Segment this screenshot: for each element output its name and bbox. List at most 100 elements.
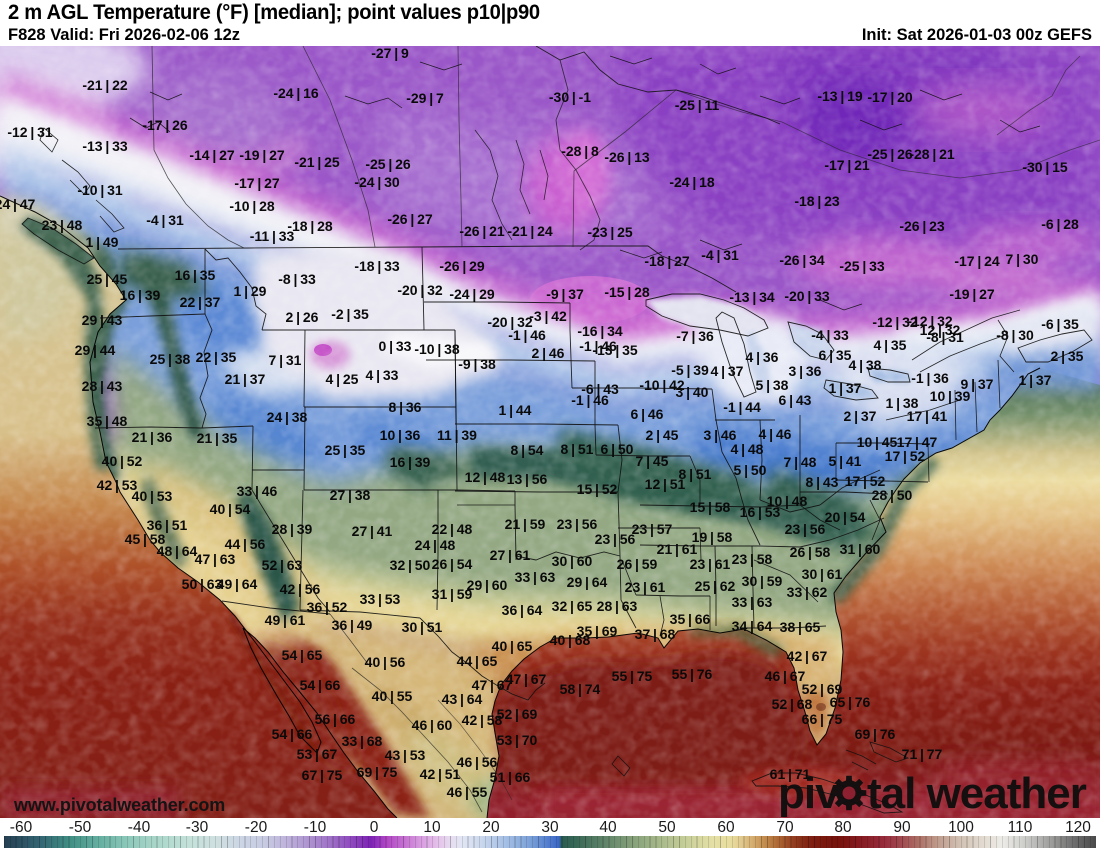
svg-text:29 | 60: 29 | 60 bbox=[467, 577, 508, 593]
svg-text:-17 | 27: -17 | 27 bbox=[234, 175, 280, 191]
svg-text:16 | 35: 16 | 35 bbox=[175, 267, 216, 283]
svg-text:-21 | 24: -21 | 24 bbox=[507, 223, 553, 239]
svg-text:-5 | 39: -5 | 39 bbox=[671, 362, 709, 378]
svg-text:65 | 76: 65 | 76 bbox=[830, 694, 871, 710]
svg-text:23 | 48: 23 | 48 bbox=[42, 217, 83, 233]
svg-text:16 | 39: 16 | 39 bbox=[120, 287, 161, 303]
svg-text:33 | 68: 33 | 68 bbox=[342, 733, 383, 749]
svg-text:-17 | 26: -17 | 26 bbox=[142, 117, 188, 133]
svg-text:21 | 59: 21 | 59 bbox=[505, 516, 546, 532]
svg-text:-24 | 16: -24 | 16 bbox=[273, 85, 319, 101]
svg-text:-30 | -1: -30 | -1 bbox=[549, 89, 591, 105]
svg-text:-6 | 35: -6 | 35 bbox=[1041, 316, 1079, 332]
svg-text:36 | 49: 36 | 49 bbox=[332, 617, 373, 633]
svg-text:55 | 76: 55 | 76 bbox=[672, 666, 713, 682]
svg-text:27 | 41: 27 | 41 bbox=[352, 523, 393, 539]
svg-text:22 | 35: 22 | 35 bbox=[196, 349, 237, 365]
svg-text:-16 | 34: -16 | 34 bbox=[577, 323, 623, 339]
svg-text:3 | 46: 3 | 46 bbox=[704, 427, 737, 443]
svg-text:4 | 33: 4 | 33 bbox=[366, 367, 399, 383]
svg-text:25 | 38: 25 | 38 bbox=[150, 351, 191, 367]
svg-text:-17 | 20: -17 | 20 bbox=[867, 89, 913, 105]
svg-text:-20 | 33: -20 | 33 bbox=[784, 288, 830, 304]
svg-text:8 | 51: 8 | 51 bbox=[561, 441, 594, 457]
svg-text:28 | 43: 28 | 43 bbox=[82, 378, 123, 394]
svg-text:-1 | 46: -1 | 46 bbox=[579, 338, 617, 354]
svg-text:37 | 68: 37 | 68 bbox=[635, 626, 676, 642]
svg-text:-13 | 33: -13 | 33 bbox=[82, 138, 128, 154]
svg-text:tal weather: tal weather bbox=[867, 769, 1087, 818]
svg-text:46 | 67: 46 | 67 bbox=[765, 668, 806, 684]
svg-text:22 | 37: 22 | 37 bbox=[180, 294, 221, 310]
svg-text:30 | 61: 30 | 61 bbox=[802, 566, 843, 582]
svg-text:4 | 48: 4 | 48 bbox=[731, 441, 764, 457]
svg-text:54 | 66: 54 | 66 bbox=[300, 677, 341, 693]
svg-text:-29 | 7: -29 | 7 bbox=[406, 90, 444, 106]
svg-text:-17 | 24: -17 | 24 bbox=[954, 253, 1000, 269]
svg-text:3 | 36: 3 | 36 bbox=[789, 363, 822, 379]
svg-text:1 | 49: 1 | 49 bbox=[86, 234, 119, 250]
svg-text:20 | 54: 20 | 54 bbox=[825, 509, 866, 525]
svg-text:47 | 67: 47 | 67 bbox=[472, 677, 513, 693]
svg-text:42 | 58: 42 | 58 bbox=[462, 712, 503, 728]
svg-text:32 | 50: 32 | 50 bbox=[390, 557, 431, 573]
svg-text:16 | 53: 16 | 53 bbox=[740, 504, 781, 520]
svg-text:22 | 48: 22 | 48 bbox=[432, 521, 473, 537]
svg-text:23 | 56: 23 | 56 bbox=[785, 521, 826, 537]
svg-text:11 | 39: 11 | 39 bbox=[437, 427, 477, 443]
svg-text:8 | 36: 8 | 36 bbox=[389, 399, 422, 415]
svg-text:-24 | 29: -24 | 29 bbox=[449, 286, 495, 302]
svg-text:61 | 71: 61 | 71 bbox=[770, 766, 811, 782]
svg-text:29 | 43: 29 | 43 bbox=[82, 312, 123, 328]
svg-text:46 | 55: 46 | 55 bbox=[447, 784, 488, 800]
svg-text:-7 | 36: -7 | 36 bbox=[676, 328, 714, 344]
svg-text:16 | 39: 16 | 39 bbox=[390, 454, 431, 470]
svg-text:-24 | 18: -24 | 18 bbox=[669, 174, 715, 190]
svg-text:-21 | 22: -21 | 22 bbox=[82, 77, 128, 93]
svg-text:23 | 58: 23 | 58 bbox=[732, 551, 773, 567]
svg-text:4 | 38: 4 | 38 bbox=[849, 357, 882, 373]
svg-text:-19 | 27: -19 | 27 bbox=[239, 147, 285, 163]
svg-text:-26 | 21: -26 | 21 bbox=[459, 223, 505, 239]
svg-text:49 | 61: 49 | 61 bbox=[265, 612, 306, 628]
svg-text:67 | 75: 67 | 75 bbox=[302, 767, 343, 783]
svg-text:25 | 35: 25 | 35 bbox=[325, 442, 366, 458]
svg-text:-12 | 31: -12 | 31 bbox=[7, 124, 53, 140]
svg-text:-25 | 26: -25 | 26 bbox=[867, 146, 913, 162]
svg-text:40 | 52: 40 | 52 bbox=[102, 453, 143, 469]
svg-text:-14 | 27: -14 | 27 bbox=[189, 147, 235, 163]
svg-text:44 | 56: 44 | 56 bbox=[225, 536, 266, 552]
svg-text:29 | 64: 29 | 64 bbox=[567, 574, 608, 590]
svg-text:25 | 45: 25 | 45 bbox=[87, 271, 128, 287]
svg-text:15 | 52: 15 | 52 bbox=[577, 481, 618, 497]
svg-text:10 | 39: 10 | 39 bbox=[930, 388, 971, 404]
svg-text:-13 | 34: -13 | 34 bbox=[729, 289, 775, 305]
svg-text:-19 | 27: -19 | 27 bbox=[949, 286, 995, 302]
svg-text:66 | 75: 66 | 75 bbox=[802, 711, 843, 727]
svg-text:40 | 65: 40 | 65 bbox=[492, 638, 533, 654]
svg-text:69 | 75: 69 | 75 bbox=[357, 764, 398, 780]
svg-text:56 | 66: 56 | 66 bbox=[315, 711, 356, 727]
svg-text:-18 | 27: -18 | 27 bbox=[644, 253, 690, 269]
svg-text:-6 | 43: -6 | 43 bbox=[581, 381, 619, 397]
svg-text:40 | 53: 40 | 53 bbox=[132, 488, 173, 504]
svg-text:33 | 53: 33 | 53 bbox=[360, 591, 401, 607]
svg-text:45 | 58: 45 | 58 bbox=[125, 531, 166, 547]
svg-text:49 | 64: 49 | 64 bbox=[217, 576, 258, 592]
svg-text:2 | 45: 2 | 45 bbox=[646, 427, 679, 443]
svg-text:23 | 57: 23 | 57 bbox=[632, 521, 673, 537]
svg-text:-18 | 23: -18 | 23 bbox=[794, 193, 840, 209]
svg-text:24 | 47: 24 | 47 bbox=[0, 196, 36, 212]
svg-text:7 | 31: 7 | 31 bbox=[269, 352, 302, 368]
svg-text:5 | 41: 5 | 41 bbox=[829, 453, 862, 469]
svg-text:-26 | 34: -26 | 34 bbox=[779, 252, 825, 268]
svg-text:-13 | 35: -13 | 35 bbox=[592, 342, 638, 358]
svg-text:-4 | 31: -4 | 31 bbox=[146, 212, 184, 228]
svg-text:33 | 46: 33 | 46 bbox=[237, 483, 278, 499]
svg-text:53 | 67: 53 | 67 bbox=[297, 746, 338, 762]
svg-text:-20 | 32: -20 | 32 bbox=[487, 314, 533, 330]
svg-text:6 | 35: 6 | 35 bbox=[819, 347, 852, 363]
svg-text:-12 | 32: -12 | 32 bbox=[872, 314, 918, 330]
svg-text:4 | 37: 4 | 37 bbox=[711, 363, 744, 379]
svg-text:-28 | 8: -28 | 8 bbox=[561, 143, 599, 159]
